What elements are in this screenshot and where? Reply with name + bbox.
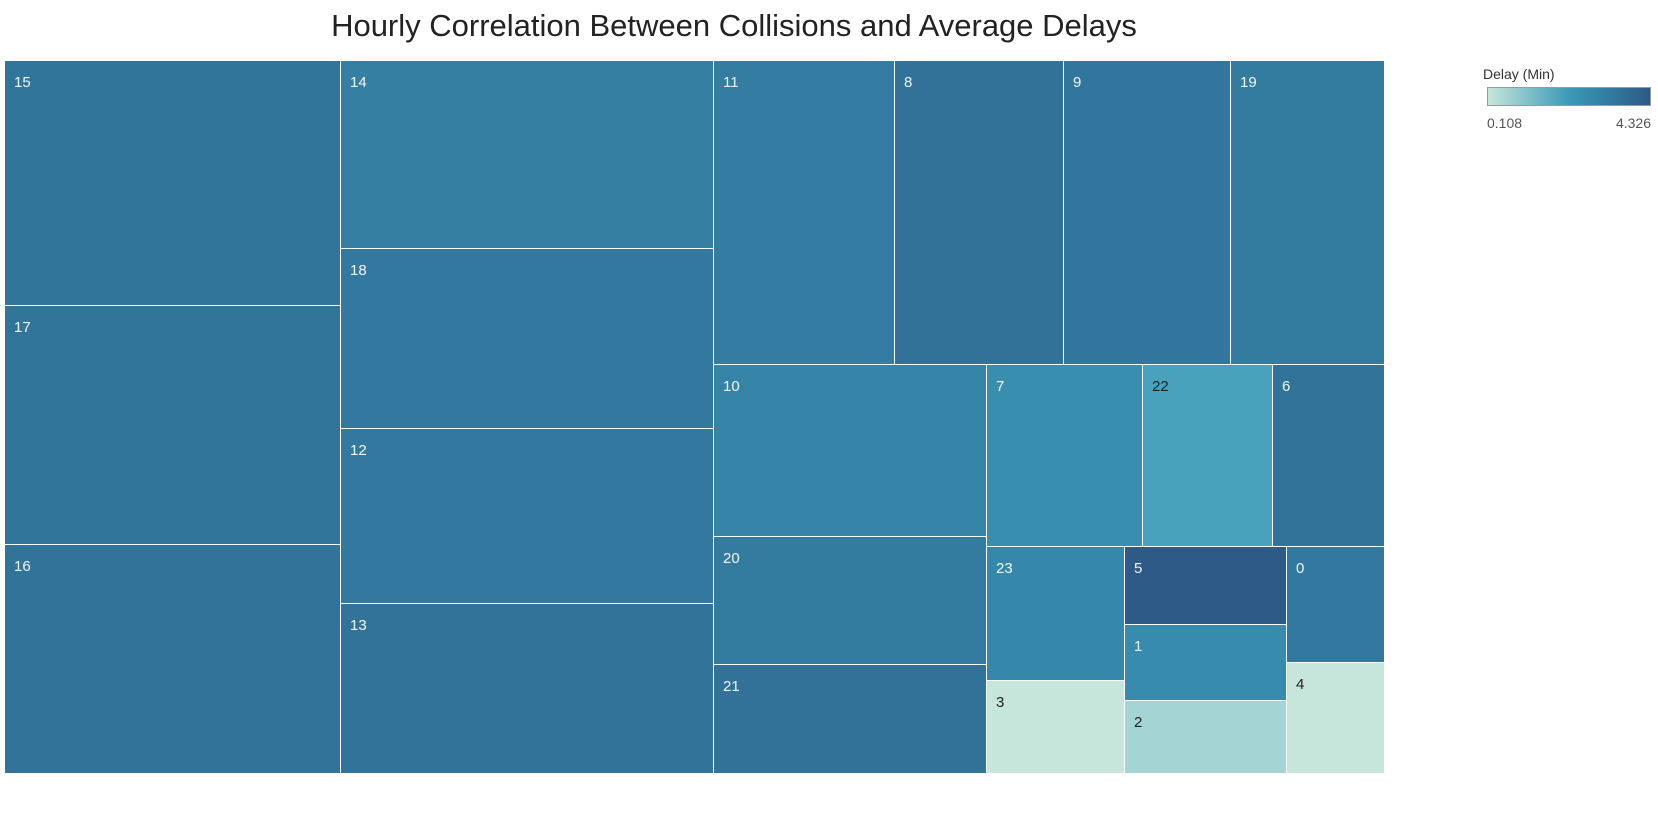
treemap-cell-hour-3[interactable] [987, 681, 1124, 773]
treemap-cell-hour-9[interactable] [1064, 61, 1230, 364]
treemap-cell-label-hour-8: 8 [904, 74, 912, 91]
treemap-cell-hour-23[interactable] [987, 547, 1124, 680]
legend-color-gradient [1487, 87, 1651, 106]
treemap-cell-label-hour-18: 18 [350, 262, 367, 279]
treemap-cell-hour-21[interactable] [714, 665, 986, 773]
treemap-cell-hour-5[interactable] [1125, 547, 1286, 624]
treemap-cell-hour-4[interactable] [1287, 663, 1384, 773]
treemap-cell-hour-19[interactable] [1231, 61, 1384, 364]
treemap-cell-hour-2[interactable] [1125, 701, 1286, 773]
chart-title: Hourly Correlation Between Collisions an… [331, 8, 1137, 43]
treemap-cell-hour-16[interactable] [5, 545, 340, 773]
treemap-cell-hour-8[interactable] [895, 61, 1063, 364]
treemap-cell-hour-6[interactable] [1273, 365, 1384, 546]
legend-max-label: 4.326 [1615, 115, 1651, 131]
legend-title: Delay (Min) [1483, 66, 1555, 82]
treemap-cell-label-hour-16: 16 [14, 558, 31, 575]
treemap-cell-label-hour-2: 2 [1134, 714, 1142, 731]
treemap-cell-label-hour-6: 6 [1282, 378, 1290, 395]
treemap-cell-label-hour-21: 21 [723, 678, 740, 695]
treemap-cell-label-hour-9: 9 [1073, 74, 1081, 91]
treemap-cell-hour-1[interactable] [1125, 625, 1286, 700]
treemap-cell-hour-13[interactable] [341, 604, 713, 773]
treemap-cell-hour-11[interactable] [714, 61, 894, 364]
treemap-cell-label-hour-0: 0 [1296, 560, 1304, 577]
treemap-cell-hour-12[interactable] [341, 429, 713, 603]
treemap-cell-label-hour-1: 1 [1134, 638, 1142, 655]
treemap-cell-label-hour-7: 7 [996, 378, 1004, 395]
treemap-cell-hour-7[interactable] [987, 365, 1142, 546]
treemap-cell-label-hour-13: 13 [350, 617, 367, 634]
treemap-cell-label-hour-22: 22 [1152, 378, 1169, 395]
treemap-cell-label-hour-3: 3 [996, 694, 1004, 711]
treemap-cell-label-hour-11: 11 [723, 74, 739, 91]
treemap-cell-hour-20[interactable] [714, 537, 986, 664]
treemap-cell-hour-10[interactable] [714, 365, 986, 536]
treemap-cell-label-hour-23: 23 [996, 560, 1013, 577]
treemap-cell-label-hour-5: 5 [1134, 560, 1142, 577]
treemap-cell-label-hour-19: 19 [1240, 74, 1257, 91]
treemap-cell-hour-18[interactable] [341, 249, 713, 428]
treemap-cell-label-hour-10: 10 [723, 378, 740, 395]
treemap-cell-label-hour-17: 17 [14, 319, 31, 336]
treemap-cell-label-hour-20: 20 [723, 550, 740, 567]
treemap-cell-label-hour-14: 14 [350, 74, 367, 91]
treemap-cell-label-hour-4: 4 [1296, 676, 1304, 693]
legend-min-label: 0.108 [1487, 115, 1523, 131]
treemap-cell-label-hour-15: 15 [14, 74, 31, 91]
treemap-cell-hour-17[interactable] [5, 306, 340, 544]
treemap-cell-label-hour-12: 12 [350, 442, 367, 459]
treemap-cell-hour-0[interactable] [1287, 547, 1384, 662]
treemap-cell-hour-22[interactable] [1143, 365, 1272, 546]
treemap-cell-hour-15[interactable] [5, 61, 340, 305]
treemap-cell-hour-14[interactable] [341, 61, 713, 248]
